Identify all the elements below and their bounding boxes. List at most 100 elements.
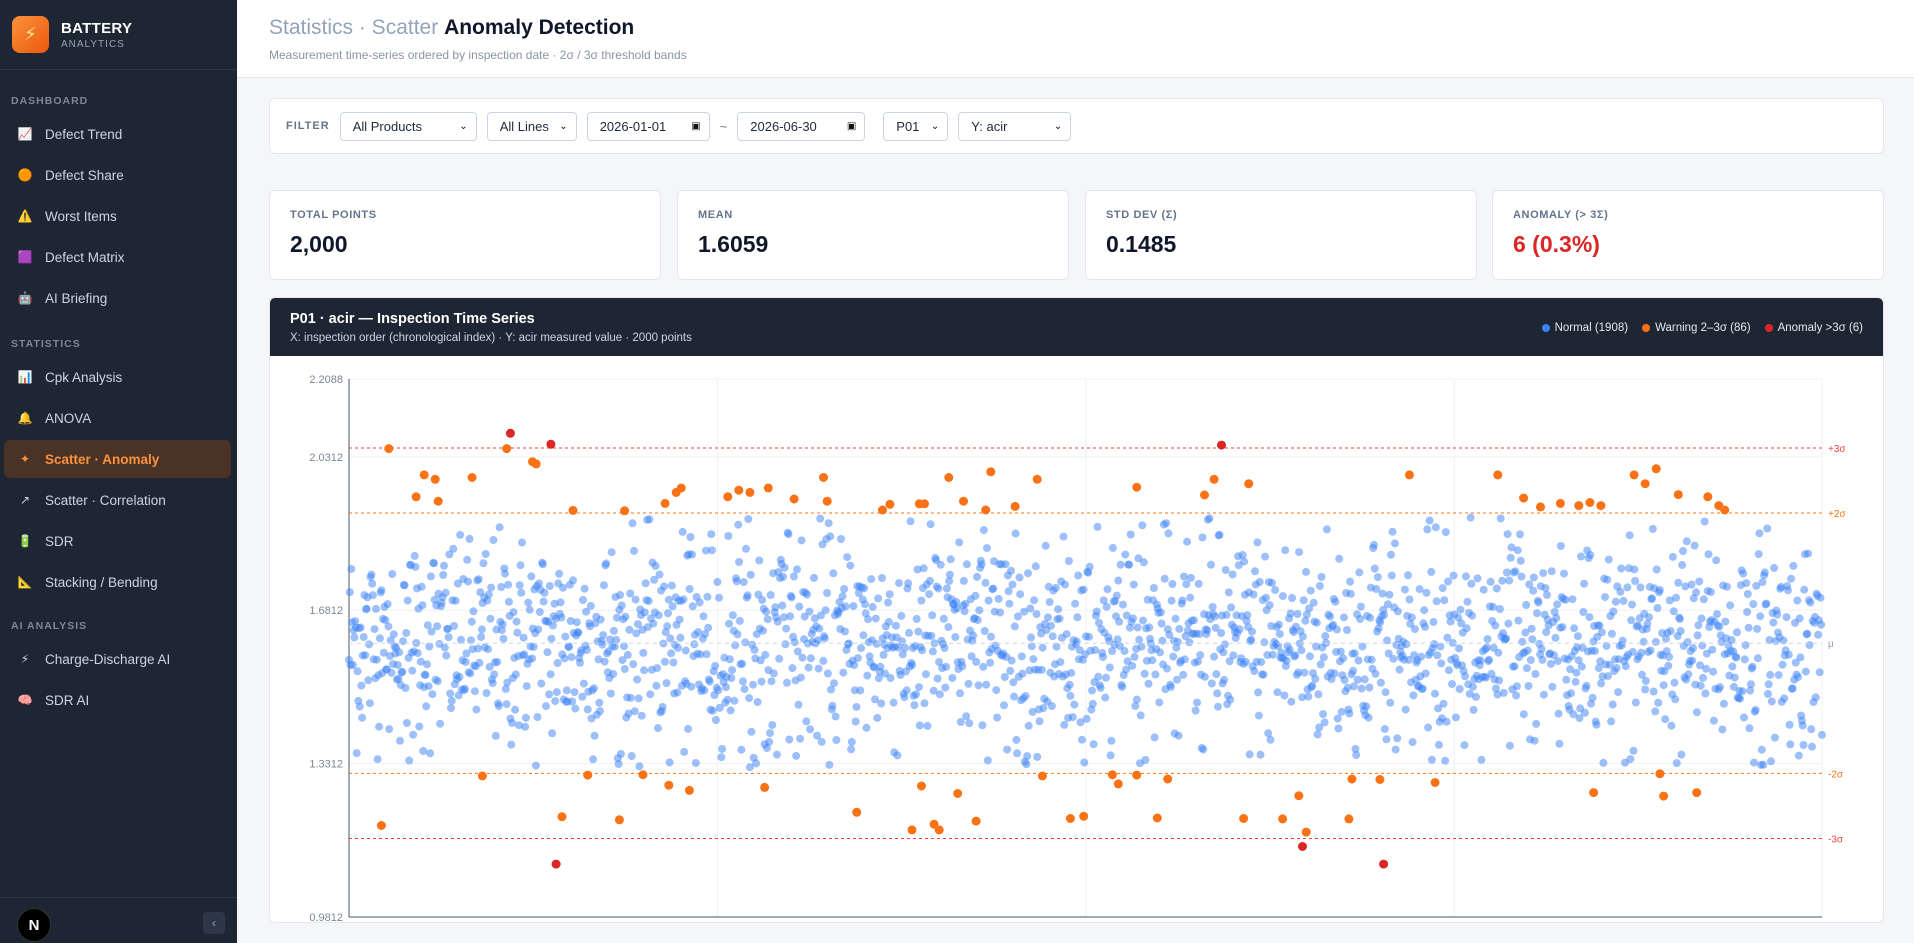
- normal-point: [1052, 642, 1061, 651]
- chart-subtitle: X: inspection order (chronological index…: [290, 332, 692, 344]
- normal-point: [1295, 548, 1304, 557]
- warning-point: [1589, 788, 1599, 798]
- sidebar-item-ai-briefing[interactable]: 🤖 AI Briefing: [4, 279, 231, 317]
- collapse-sidebar-button[interactable]: ‹: [203, 912, 225, 934]
- normal-point: [1380, 725, 1389, 733]
- calendar-icon: ▣: [846, 120, 857, 132]
- normal-point: [1374, 624, 1383, 633]
- normal-point: [1207, 560, 1215, 569]
- normal-point: [1749, 600, 1758, 609]
- normal-point: [745, 763, 754, 772]
- normal-point: [1692, 708, 1701, 717]
- normal-point: [743, 591, 752, 600]
- sidebar-item-worst-items[interactable]: ⚠️ Worst Items: [4, 197, 231, 235]
- normal-point: [519, 633, 528, 642]
- normal-point: [1782, 613, 1791, 622]
- warning-point: [557, 812, 567, 822]
- sidebar-item-anova[interactable]: 🔔 ANOVA: [4, 399, 231, 437]
- normal-point: [1141, 756, 1150, 764]
- normal-point: [814, 664, 823, 673]
- normal-point: [823, 589, 832, 597]
- normal-point: [667, 581, 676, 590]
- normal-point: [529, 642, 538, 651]
- y-param-select[interactable]: Y: acir ⌄: [958, 111, 1072, 141]
- normal-point: [1254, 711, 1263, 720]
- normal-point: [1631, 698, 1640, 707]
- normal-point: [1427, 567, 1436, 576]
- chevron-down-icon: ⌄: [930, 120, 940, 132]
- normal-point: [1078, 735, 1086, 744]
- normal-point: [713, 578, 722, 586]
- normal-point: [715, 703, 724, 712]
- normal-point: [521, 713, 530, 722]
- normal-point: [1094, 672, 1103, 681]
- normal-point: [742, 544, 750, 553]
- normal-point: [940, 644, 949, 652]
- normal-point: [1028, 707, 1037, 716]
- normal-point: [1259, 670, 1268, 679]
- nav-section-label: AI ANALYSIS: [11, 620, 88, 632]
- normal-point: [1196, 651, 1205, 660]
- normal-point: [1421, 622, 1429, 631]
- normal-point: [1305, 604, 1314, 613]
- normal-point: [819, 656, 828, 665]
- normal-point: [395, 648, 404, 657]
- normal-point: [975, 606, 984, 615]
- normal-point: [381, 616, 390, 624]
- warning-point: [1493, 470, 1503, 480]
- normal-point: [1582, 681, 1591, 690]
- sidebar-item-stacking-bending[interactable]: 📐 Stacking / Bending: [4, 563, 231, 601]
- breadcrumb: Statistics · Scatter: [269, 16, 439, 39]
- normal-point: [1529, 573, 1538, 582]
- sidebar-item-defect-share[interactable]: 🟠 Defect Share: [4, 156, 231, 194]
- normal-point: [861, 600, 869, 609]
- product-select[interactable]: All Products ⌄: [339, 111, 477, 141]
- sidebar-item-scatter-correlation[interactable]: ↗ Scatter · Correlation: [4, 481, 231, 519]
- date-from-input[interactable]: 2026-01-01 ▣: [586, 111, 710, 141]
- normal-point: [772, 750, 781, 759]
- warning-point: [789, 494, 799, 504]
- normal-point: [1235, 625, 1244, 634]
- normal-point: [535, 579, 543, 588]
- normal-point: [915, 721, 924, 730]
- sidebar-item-cpk-analysis[interactable]: 📊 Cpk Analysis: [4, 358, 231, 396]
- normal-point: [631, 595, 640, 604]
- normal-point: [474, 575, 483, 584]
- normal-point: [408, 666, 417, 675]
- normal-point: [527, 572, 536, 581]
- product-code-select[interactable]: P01 ⌄: [883, 111, 949, 141]
- normal-point: [1523, 646, 1532, 655]
- warning-point: [1536, 502, 1545, 512]
- normal-point: [1149, 584, 1158, 592]
- normal-point: [1056, 658, 1065, 667]
- normal-point: [1130, 652, 1139, 661]
- normal-point: [731, 641, 740, 650]
- sidebar-item-sdr[interactable]: 🔋 SDR: [4, 522, 231, 560]
- normal-point: [1476, 656, 1485, 665]
- normal-point: [548, 621, 557, 630]
- normal-point: [1553, 657, 1562, 666]
- normal-point: [430, 559, 438, 568]
- threshold-label: -3σ: [1828, 834, 1844, 845]
- normal-point: [629, 660, 638, 669]
- sidebar-item-defect-matrix[interactable]: 🟪 Defect Matrix: [4, 238, 231, 276]
- app-badge[interactable]: N: [17, 908, 51, 942]
- normal-point: [635, 762, 644, 771]
- line-select[interactable]: All Lines ⌄: [486, 111, 577, 141]
- sidebar-item-sdr-ai[interactable]: 🧠 SDR AI: [4, 681, 231, 719]
- sidebar-item-charge-discharge-ai[interactable]: ⚡ Charge-Discharge AI: [4, 640, 231, 678]
- normal-point: [1507, 543, 1516, 552]
- normal-point: [1298, 632, 1307, 641]
- normal-point: [486, 614, 495, 623]
- sidebar-item-defect-trend[interactable]: 📈 Defect Trend: [4, 115, 231, 153]
- sidebar-item-scatter-anomaly[interactable]: ✦ Scatter · Anomaly: [4, 440, 231, 478]
- normal-point: [1741, 641, 1750, 650]
- sidebar-item-label: Charge-Discharge AI: [45, 651, 171, 667]
- warning-point: [885, 499, 895, 509]
- date-to-input[interactable]: 2026-06-30 ▣: [737, 111, 866, 141]
- normal-point: [1120, 647, 1129, 655]
- normal-point: [664, 595, 673, 604]
- normal-point: [823, 669, 832, 678]
- normal-point: [534, 625, 543, 634]
- chart-legend: Normal (1908) Warning 2–3σ (86) Anomaly …: [1528, 322, 1863, 334]
